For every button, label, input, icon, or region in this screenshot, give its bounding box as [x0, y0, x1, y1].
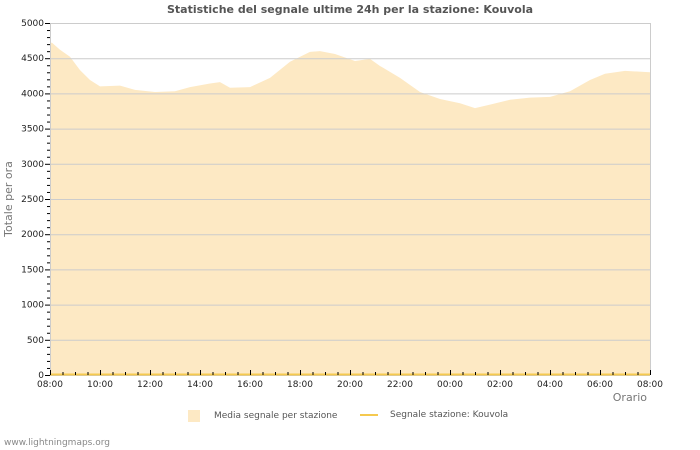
legend-item-station: Segnale stazione: Kouvola [360, 410, 508, 420]
x-tick-label: 00:00 [437, 380, 463, 390]
x-tick-label: 08:00 [37, 380, 63, 390]
x-tick-label: 22:00 [387, 380, 413, 390]
y-axis-title: Totale per ora [2, 161, 15, 238]
y-tick-label: 2500 [21, 195, 44, 205]
footer-credit: www.lightningmaps.org [4, 438, 110, 448]
y-tick-label: 1000 [21, 301, 44, 311]
x-tick-label: 06:00 [587, 380, 613, 390]
y-tick-label: 3500 [21, 125, 44, 135]
y-tick-label: 3000 [21, 160, 44, 170]
x-tick-label: 08:00 [637, 380, 663, 390]
x-tick-label: 10:00 [87, 380, 113, 390]
y-tick-label: 500 [27, 336, 44, 346]
y-tick-label: 4000 [21, 89, 44, 99]
x-tick-label: 16:00 [237, 380, 263, 390]
y-tick-label: 4500 [21, 54, 44, 64]
y-tick-label: 0 [38, 371, 44, 381]
x-tick-label: 20:00 [337, 380, 363, 390]
legend-label-station: Segnale stazione: Kouvola [390, 410, 509, 420]
x-tick-label: 14:00 [187, 380, 213, 390]
area-swatch-icon [188, 410, 200, 422]
x-tick-label: 02:00 [487, 380, 513, 390]
y-tick-label: 5000 [21, 19, 44, 29]
line-swatch-icon [360, 414, 378, 416]
y-tick-label: 1500 [21, 265, 44, 275]
x-tick-label: 18:00 [287, 380, 313, 390]
x-tick-label: 12:00 [137, 380, 163, 390]
legend-label-average: Media segnale per stazione [214, 411, 338, 421]
y-tick-label: 2000 [21, 230, 44, 240]
x-axis-title: Orario [613, 391, 648, 404]
chart-title: Statistiche del segnale ultime 24h per l… [166, 3, 534, 16]
legend-item-average: Media segnale per stazione [188, 410, 337, 422]
x-tick-label: 04:00 [537, 380, 563, 390]
average-signal-area [50, 42, 650, 375]
